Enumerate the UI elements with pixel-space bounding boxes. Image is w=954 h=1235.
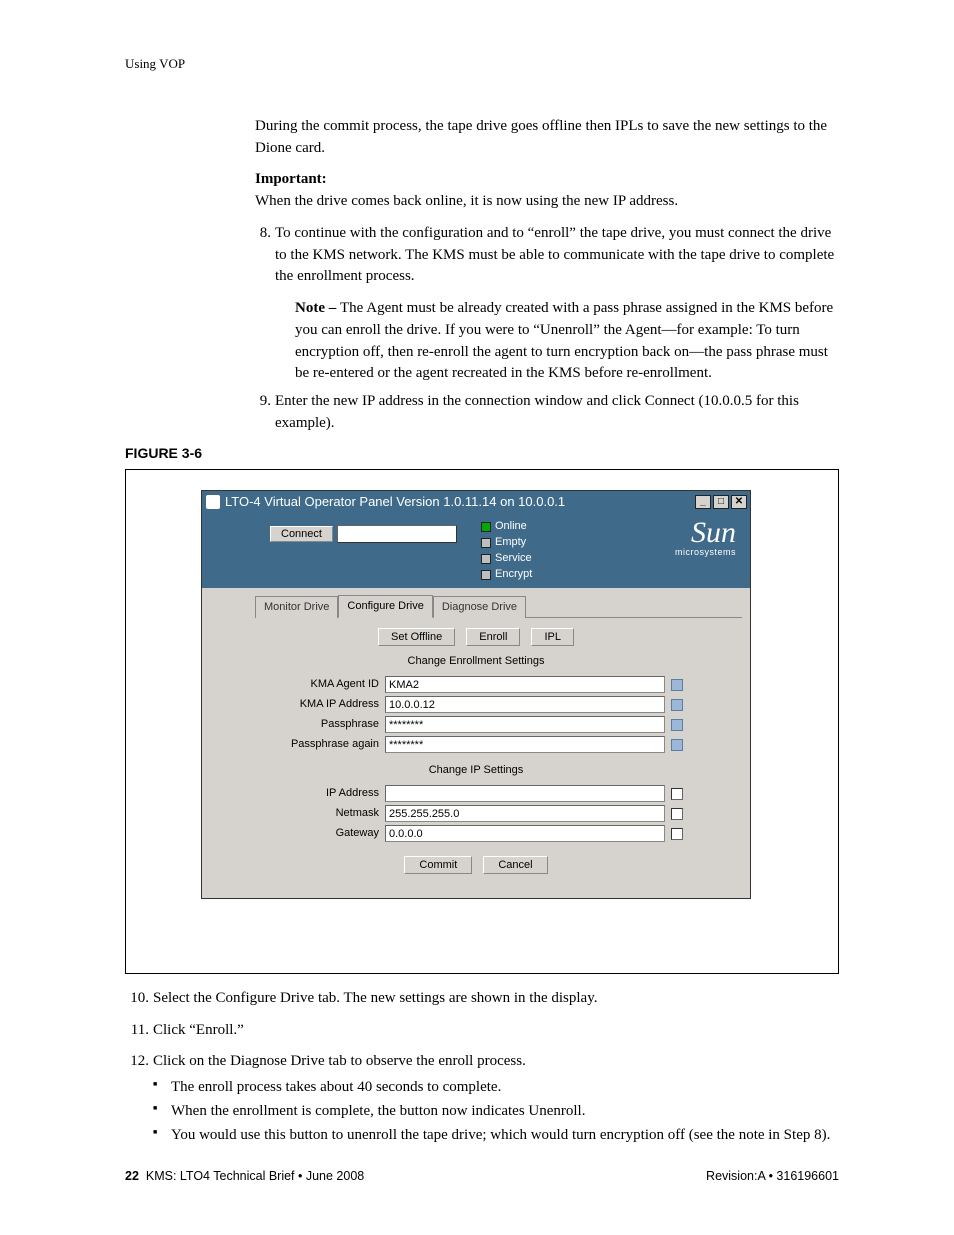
- intro-paragraph: During the commit process, the tape driv…: [255, 116, 839, 160]
- figure-frame: LTO-4 Virtual Operator Panel Version 1.0…: [125, 469, 839, 974]
- step-10-text: Select the Configure Drive tab. The new …: [153, 988, 839, 1010]
- vop-window: LTO-4 Virtual Operator Panel Version 1.0…: [201, 490, 751, 899]
- gateway-input[interactable]: [385, 825, 665, 842]
- kma-agent-id-label: KMA Agent ID: [210, 677, 385, 693]
- step-8-number: 8.: [255, 223, 275, 385]
- sun-logo: Sun microsystems: [675, 519, 742, 559]
- commit-button[interactable]: Commit: [404, 856, 472, 874]
- service-label: Service: [495, 551, 532, 567]
- note-label: Note –: [295, 300, 340, 316]
- important-label: Important:: [255, 171, 327, 187]
- close-button[interactable]: ✕: [731, 495, 747, 509]
- netmask-input[interactable]: [385, 805, 665, 822]
- netmask-label: Netmask: [210, 806, 385, 822]
- kma-ip-address-label: KMA IP Address: [210, 697, 385, 713]
- vop-title-text: LTO-4 Virtual Operator Panel Version 1.0…: [225, 493, 565, 512]
- step-8-text: To continue with the configuration and t…: [275, 225, 834, 285]
- step-12-text: Click on the Diagnose Drive tab to obser…: [153, 1053, 526, 1069]
- kma-ip-address-input[interactable]: [385, 696, 665, 713]
- page-footer: 22 KMS: LTO4 Technical Brief • June 2008…: [125, 1167, 839, 1185]
- status-indicators: Online Empty Service Encrypt: [481, 519, 532, 583]
- cancel-button[interactable]: Cancel: [483, 856, 547, 874]
- vop-body: Monitor Drive Configure Drive Diagnose D…: [202, 588, 750, 898]
- sun-logo-subtext: microsystems: [675, 546, 736, 559]
- vop-header: Connect Online Empty Service Encrypt Sun…: [202, 514, 750, 589]
- enroll-button[interactable]: Enroll: [466, 628, 520, 646]
- java-cup-icon: [206, 495, 220, 509]
- tab-diagnose-drive[interactable]: Diagnose Drive: [433, 596, 526, 618]
- ip-address-checkbox[interactable]: [671, 788, 683, 800]
- lock-icon: [671, 719, 683, 731]
- step-12-bullet-2: When the enrollment is complete, the but…: [153, 1101, 839, 1123]
- enrollment-section-caption: Change Enrollment Settings: [210, 654, 742, 670]
- ip-address-input[interactable]: [385, 785, 665, 802]
- page-number: 22: [125, 1169, 139, 1183]
- maximize-button[interactable]: □: [713, 495, 729, 509]
- tab-configure-drive[interactable]: Configure Drive: [338, 595, 432, 618]
- connect-button[interactable]: Connect: [270, 526, 333, 542]
- important-text: When the drive comes back online, it is …: [255, 193, 678, 209]
- empty-label: Empty: [495, 535, 526, 551]
- step-12-number: 12.: [125, 1051, 153, 1148]
- tab-monitor-drive[interactable]: Monitor Drive: [255, 596, 338, 618]
- step-9-text: Enter the new IP address in the connecti…: [275, 391, 839, 435]
- online-label: Online: [495, 519, 527, 535]
- vop-titlebar: LTO-4 Virtual Operator Panel Version 1.0…: [202, 491, 750, 514]
- figure-caption: FIGURE 3-6: [125, 443, 839, 463]
- minimize-button[interactable]: _: [695, 495, 711, 509]
- step-11-text: Click “Enroll.”: [153, 1020, 839, 1042]
- service-indicator-icon: [481, 554, 491, 564]
- lock-icon: [671, 739, 683, 751]
- step-9-number: 9.: [255, 391, 275, 435]
- passphrase-input[interactable]: [385, 716, 665, 733]
- netmask-checkbox[interactable]: [671, 808, 683, 820]
- lock-icon: [671, 699, 683, 711]
- empty-indicator-icon: [481, 538, 491, 548]
- step-12-bullet-1: The enroll process takes about 40 second…: [153, 1077, 839, 1099]
- gateway-checkbox[interactable]: [671, 828, 683, 840]
- step-11-number: 11.: [125, 1020, 153, 1042]
- step-8-note-text: The Agent must be already created with a…: [295, 300, 833, 381]
- tabs-row: Monitor Drive Configure Drive Diagnose D…: [255, 594, 742, 618]
- kma-agent-id-input[interactable]: [385, 676, 665, 693]
- gateway-label: Gateway: [210, 826, 385, 842]
- set-offline-button[interactable]: Set Offline: [378, 628, 455, 646]
- footer-right-text: Revision:A • 316196601: [706, 1167, 839, 1185]
- passphrase-label: Passphrase: [210, 717, 385, 733]
- passphrase-again-label: Passphrase again: [210, 737, 385, 753]
- ip-address-label: IP Address: [210, 786, 385, 802]
- encrypt-label: Encrypt: [495, 567, 532, 583]
- running-header: Using VOP: [125, 55, 839, 74]
- step-12-bullet-3: You would use this button to unenroll th…: [153, 1125, 839, 1147]
- footer-left-text: KMS: LTO4 Technical Brief • June 2008: [146, 1169, 364, 1183]
- lock-icon: [671, 679, 683, 691]
- sun-logo-text: Sun: [675, 519, 736, 546]
- connect-address-input[interactable]: [337, 525, 457, 543]
- ipl-button[interactable]: IPL: [531, 628, 574, 646]
- online-indicator-icon: [481, 522, 491, 532]
- encrypt-indicator-icon: [481, 570, 491, 580]
- passphrase-again-input[interactable]: [385, 736, 665, 753]
- ip-section-caption: Change IP Settings: [210, 763, 742, 779]
- step-10-number: 10.: [125, 988, 153, 1010]
